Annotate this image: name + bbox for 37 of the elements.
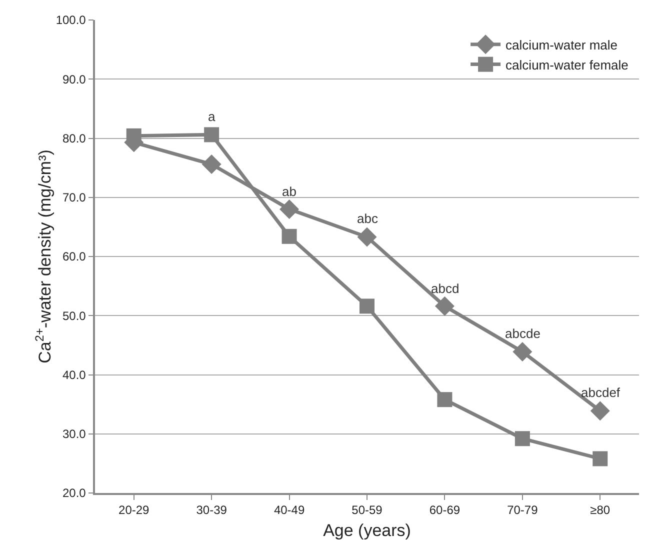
annotation: abcde <box>505 326 540 341</box>
annotation: abcdef <box>581 385 620 400</box>
annotation: a <box>208 109 216 124</box>
legend-label: calcium-water male <box>506 37 618 52</box>
point <box>592 451 608 466</box>
annotation: abc <box>357 211 378 226</box>
y-tick-label: 40.0 <box>62 368 86 382</box>
x-tick-label: ≥80 <box>590 503 610 518</box>
x-tick-label: 50-59 <box>352 503 383 518</box>
point <box>590 401 610 421</box>
x-tick-label: 30-39 <box>196 503 228 518</box>
y-tick-label: 80.0 <box>62 131 86 146</box>
y-tick-label: 60.0 <box>62 250 86 264</box>
y-tick-label: 50.0 <box>62 308 86 323</box>
point <box>282 228 297 244</box>
point <box>357 227 377 247</box>
point <box>514 431 530 446</box>
point <box>512 342 532 362</box>
point <box>437 392 452 408</box>
y-tick-label: 30.0 <box>62 427 86 442</box>
x-tick-label: 60-69 <box>429 503 460 518</box>
y-tick-label: 90.0 <box>62 72 86 86</box>
legend-label: calcium-water female <box>506 57 628 72</box>
x-tick-label: 20-29 <box>118 503 150 518</box>
annotation: abcd <box>431 281 460 296</box>
y-tick-label: 20.0 <box>62 486 86 500</box>
x-axis-title: Age (years) <box>323 521 411 540</box>
point <box>434 296 454 316</box>
point <box>202 154 222 174</box>
x-tick-label: 40-49 <box>274 503 305 518</box>
point <box>360 298 374 314</box>
y-tick-label: 100.0 <box>56 13 86 28</box>
point <box>280 199 300 219</box>
annotation: ab <box>282 184 296 199</box>
point <box>204 127 220 142</box>
y-tick-label: 70.0 <box>62 190 86 205</box>
x-tick-label: 70-79 <box>507 503 538 518</box>
